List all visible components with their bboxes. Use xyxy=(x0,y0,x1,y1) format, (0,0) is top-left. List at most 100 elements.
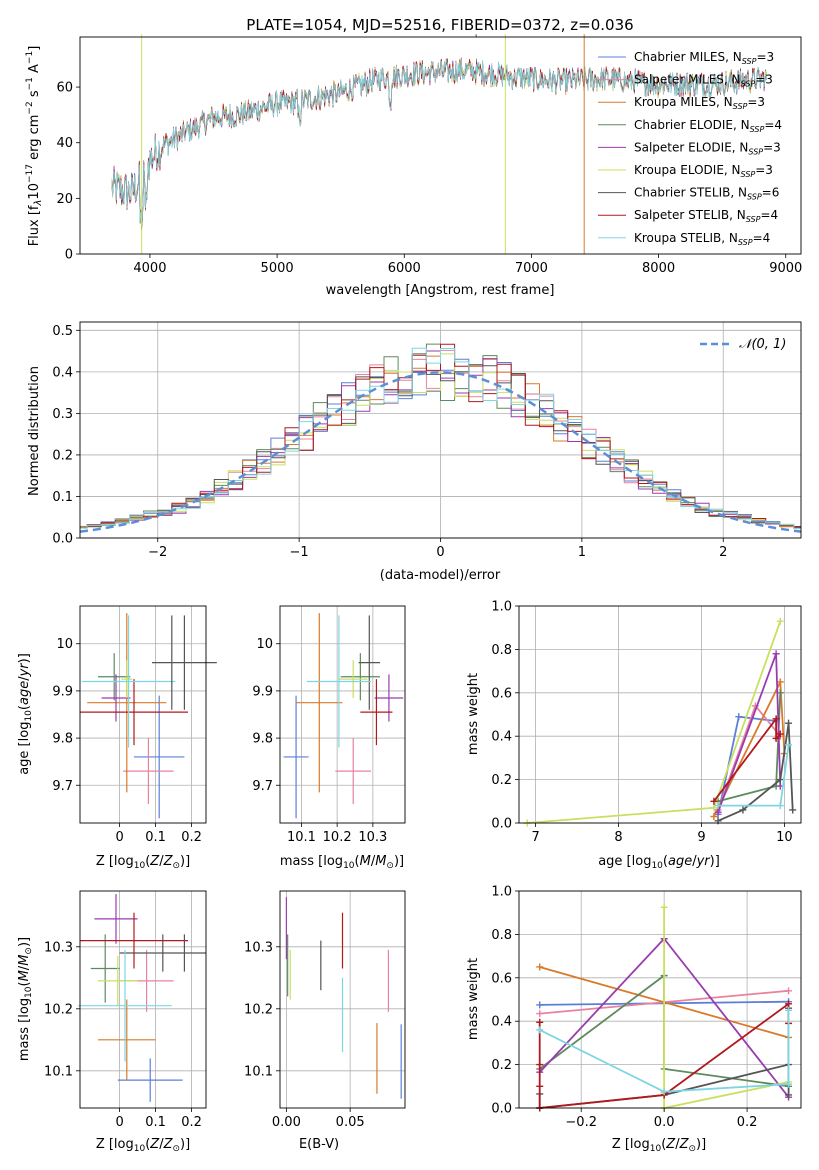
legend-entry: Salpeter MILES, NSSP=3 xyxy=(634,73,773,89)
spectrum-legend: Chabrier MILES, NSSP=3 Salpeter MILES, NS… xyxy=(598,50,782,247)
y-tick-label: 0.8 xyxy=(491,928,512,943)
axes-frame xyxy=(79,605,207,824)
y-tick-label: 10.2 xyxy=(244,1002,273,1017)
axes-frame xyxy=(79,890,207,1109)
figure-title: PLATE=1054, MJD=52516, FIBERID=0372, z=0… xyxy=(246,16,633,34)
weight-marker-chabrier-stelib xyxy=(739,806,747,814)
y-tick-label: 0.5 xyxy=(52,324,73,339)
weight-line-kroupa-elodie xyxy=(663,907,789,1110)
legend-entry: Chabrier STELIB, NSSP=6 xyxy=(634,186,779,202)
y-tick-label: 60 xyxy=(56,81,73,96)
age-vs-mass-panel: 10.1 10.2 10.3 9.7 9.8 9.9 10 mass [log10(M/M⊙… xyxy=(252,605,406,871)
weight-marker-chabrier-stelib xyxy=(785,1091,793,1099)
weight-marker-salpeter-stelib xyxy=(536,1018,544,1026)
x-tick-label: 8000 xyxy=(642,261,675,276)
weight-marker-kroupa-stelib xyxy=(660,1088,668,1096)
x-tick-label: 4000 xyxy=(133,261,166,276)
y-tick-label: 10 xyxy=(256,637,273,652)
x-tick-label: 0.00 xyxy=(272,1115,301,1130)
weight-marker-kroupa-elodie xyxy=(776,617,784,625)
y-tick-label: 0.4 xyxy=(491,730,512,745)
legend-entry: Salpeter STELIB, NSSP=4 xyxy=(634,208,778,224)
y-tick-label: 0.8 xyxy=(491,643,512,658)
x-tick-label: 9 xyxy=(697,830,705,845)
y-tick-label: 0.3 xyxy=(52,407,73,422)
axes-frame xyxy=(518,605,802,824)
x-tick-label: 2 xyxy=(719,545,727,560)
histogram-xlabel: (data-model)/error xyxy=(380,568,501,583)
weight-marker-salpeter-stelib xyxy=(776,730,784,738)
x-tick-label: 10.3 xyxy=(358,830,387,845)
y-tick-label: 0.2 xyxy=(491,773,512,788)
legend-entry: Salpeter ELODIE, NSSP=3 xyxy=(634,140,781,156)
weight-marker-salpeter-stelib xyxy=(536,1061,544,1069)
y-tick-label: 0.1 xyxy=(52,490,73,505)
weight-marker-kroupa-stelib xyxy=(785,1080,793,1088)
y-tick-label: 40 xyxy=(56,136,73,151)
gauss-legend-label: 𝒩(0, 1) xyxy=(739,337,786,352)
y-tick-label: 0 xyxy=(65,248,73,263)
y-tick-label: 0.0 xyxy=(491,817,512,832)
x-tick-label: 5000 xyxy=(261,261,294,276)
residual-histogram-panel: −2 −1 0 1 2 0.0 0.1 0.2 0.3 0.4 0.5 (data-model)/e… xyxy=(27,321,802,583)
weight-marker-kroupa-stelib xyxy=(785,741,793,749)
x-tick-label: 0.1 xyxy=(145,830,166,845)
y-tick-label: 0.6 xyxy=(491,686,512,701)
x-tick-label: 0.2 xyxy=(181,1115,202,1130)
weight-z-xlabel: Z [log10(Z/Z⊙)] xyxy=(612,1137,706,1154)
legend-entry: Kroupa ELODIE, NSSP=3 xyxy=(634,163,773,179)
y-tick-label: 10.1 xyxy=(44,1064,73,1079)
y-tick-label: 10.2 xyxy=(44,1002,73,1017)
axes-frame xyxy=(518,890,802,1109)
spectrum-panel: 4000 5000 6000 7000 8000 9000 0 20 40 60 waveleng… xyxy=(25,34,802,298)
mass-z-xlabel: Z [log10(Z/Z⊙)] xyxy=(96,1137,190,1154)
weight-marker-kroupa-elodie xyxy=(710,804,718,812)
weight-marker-salpeter-stelib xyxy=(785,1000,793,1008)
legend-entry: Chabrier ELODIE, NSSP=4 xyxy=(634,118,782,134)
y-tick-label: 10 xyxy=(56,637,73,652)
x-tick-label: 0 xyxy=(115,1115,123,1130)
age-z-ylabel: age [log10(age/yr)] xyxy=(17,653,34,775)
axes-frame xyxy=(279,890,406,1109)
weight-marker-kroupa-miles xyxy=(710,812,718,820)
weight-marker-kroupa-stelib xyxy=(714,802,722,810)
mass-vs-extinction-panel: 0.00 0.05 10.1 10.2 10.3 E(B-V) xyxy=(244,890,406,1152)
weight-marker-salpeter-miles xyxy=(536,1010,544,1018)
weight-marker-kroupa-elodie xyxy=(660,903,668,911)
y-tick-label: 0.4 xyxy=(52,365,73,380)
y-tick-label: 10.1 xyxy=(244,1064,273,1079)
age-z-xlabel: Z [log10(Z/Z⊙)] xyxy=(96,854,190,871)
x-tick-label: 0.05 xyxy=(336,1115,365,1130)
x-tick-label: 9000 xyxy=(769,261,802,276)
x-tick-label: 1 xyxy=(578,545,586,560)
x-tick-label: 0.1 xyxy=(145,1115,166,1130)
x-tick-label: 0.2 xyxy=(181,830,202,845)
y-tick-label: 0.4 xyxy=(491,1015,512,1030)
y-tick-label: 0.2 xyxy=(52,448,73,463)
weight-marker-chabrier-stelib xyxy=(789,806,797,814)
x-tick-label: 0.2 xyxy=(737,1115,758,1130)
weight-marker-chabrier-stelib xyxy=(776,776,784,784)
y-tick-label: 0.6 xyxy=(491,971,512,986)
legend-entry: Kroupa MILES, NSSP=3 xyxy=(634,95,765,111)
x-tick-label: 8 xyxy=(614,830,622,845)
x-tick-label: 10 xyxy=(776,830,793,845)
y-tick-label: 1.0 xyxy=(491,885,512,900)
weight-marker-salpeter-stelib xyxy=(536,1082,544,1090)
x-tick-label: 7000 xyxy=(515,261,548,276)
age-mass-xlabel: mass [log10(M/M⊙)] xyxy=(280,854,404,871)
y-tick-label: 0.0 xyxy=(491,1102,512,1117)
age-vs-metallicity-panel: 0 0.1 0.2 9.7 9.8 9.9 10 Z [log10(Z/Z⊙)] age [… xyxy=(17,605,217,871)
weight-marker-kroupa-miles xyxy=(536,963,544,971)
weight-marker-salpeter-elodie xyxy=(714,808,722,816)
y-tick-label: 9.8 xyxy=(52,732,73,747)
histogram-kroupa-stelib xyxy=(80,347,801,529)
axes-frame xyxy=(79,36,802,255)
x-tick-label: 7 xyxy=(531,830,539,845)
axes-frame xyxy=(79,321,802,539)
y-tick-label: 9.7 xyxy=(52,779,73,794)
x-tick-label: 0 xyxy=(115,830,123,845)
weight-line-kroupa-stelib xyxy=(539,1010,790,1093)
y-tick-label: 0.2 xyxy=(491,1058,512,1073)
